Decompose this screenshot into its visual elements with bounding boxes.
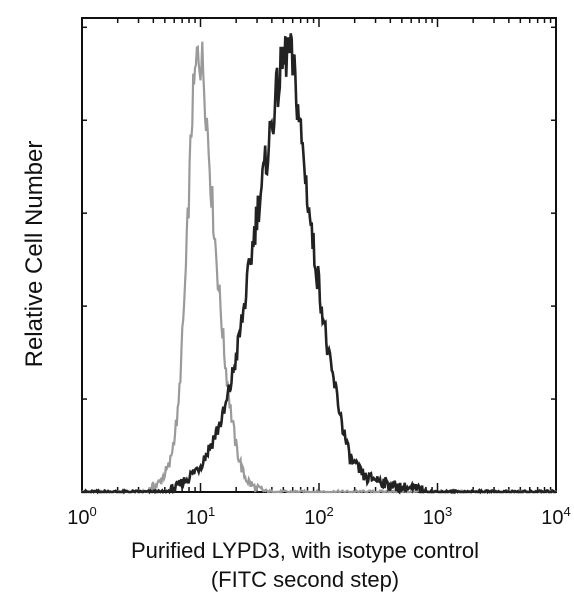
y-axis-ticks — [82, 26, 556, 400]
x-axis-title-line2: (FITC second step) — [211, 567, 399, 592]
lypd3-trace — [82, 33, 556, 495]
x-axis-title-line1: Purified LYPD3, with isotype control — [131, 538, 479, 563]
x-tick-label: 102 — [304, 504, 333, 529]
x-tick-labels: 100 101 102 103 104 — [67, 504, 570, 529]
plot-frame — [81, 17, 557, 493]
x-tick-label: 100 — [67, 504, 96, 529]
x-tick-label: 101 — [186, 504, 215, 529]
x-tick-label: 103 — [423, 504, 452, 529]
y-axis-title: Relative Cell Number — [21, 141, 48, 368]
x-axis-ticks — [81, 18, 552, 492]
x-tick-label: 104 — [541, 504, 570, 529]
